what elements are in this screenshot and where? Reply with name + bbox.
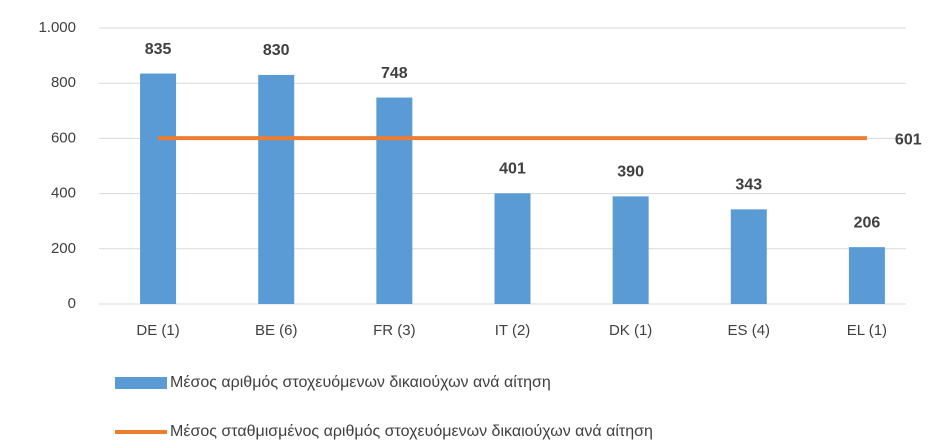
data-label: 748 xyxy=(381,65,408,82)
bar xyxy=(848,247,885,304)
y-tick-label: 600 xyxy=(51,129,76,146)
data-label: 390 xyxy=(617,164,644,181)
bar xyxy=(376,97,413,304)
y-tick-label: 400 xyxy=(51,185,76,202)
x-tick-label: ES (4) xyxy=(728,322,771,339)
x-tick-label: EL (1) xyxy=(847,322,887,339)
data-label: 601 xyxy=(895,131,922,148)
data-label: 835 xyxy=(145,41,172,58)
bar xyxy=(730,209,767,304)
data-label: 206 xyxy=(854,214,881,231)
x-tick-label: FR (3) xyxy=(373,322,416,339)
bar xyxy=(612,196,649,304)
bar xyxy=(494,193,531,304)
bar xyxy=(258,74,295,304)
x-tick-label: DE (1) xyxy=(136,322,179,339)
legend-label: Μέσος σταθμισμένος αριθμός στοχευόμενων … xyxy=(170,423,653,440)
legend-swatch xyxy=(115,377,167,389)
y-tick-label: 0 xyxy=(68,295,76,312)
legend-label: Μέσος αριθμός στοχευόμενων δικαιούχων αν… xyxy=(170,374,551,391)
bar xyxy=(140,73,177,304)
x-tick-label: BE (6) xyxy=(255,322,298,339)
x-tick-label: IT (2) xyxy=(495,322,531,339)
x-tick-label: DK (1) xyxy=(609,322,652,339)
data-label: 343 xyxy=(735,177,762,194)
y-tick-label: 200 xyxy=(51,240,76,257)
data-label: 830 xyxy=(263,42,290,59)
y-tick-label: 1.000 xyxy=(38,19,76,36)
data-label: 401 xyxy=(499,161,526,178)
y-tick-label: 800 xyxy=(51,74,76,91)
